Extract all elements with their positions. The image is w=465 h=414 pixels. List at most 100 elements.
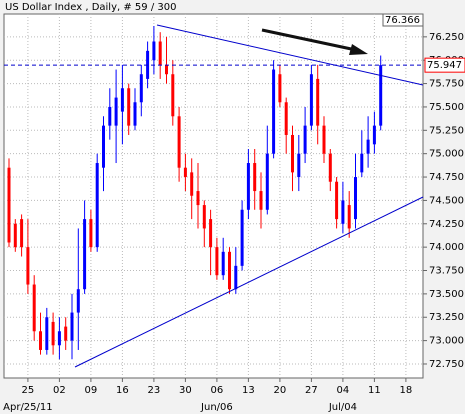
candle-body	[328, 153, 332, 182]
candle-body	[228, 251, 231, 290]
y-tick-label: 73.250	[429, 312, 464, 323]
y-tick-label: 75.500	[429, 102, 464, 113]
x-tick-label: 02	[53, 385, 66, 396]
candle-body	[335, 181, 339, 220]
x-tick-label: 25	[22, 385, 35, 396]
candle-body	[196, 191, 200, 206]
last-price-label: 75.947	[427, 60, 462, 71]
candle-body	[89, 219, 93, 248]
candle-body	[265, 153, 269, 210]
trend-line	[74, 196, 424, 368]
candle-body	[177, 116, 181, 168]
candle-body	[13, 223, 17, 248]
layer: 72.750 73.000 73.250 73.500 73.750 74.000 74.2…	[3, 14, 464, 413]
candle-body	[32, 284, 36, 332]
candle-body	[372, 125, 376, 145]
candle-body	[165, 64, 168, 75]
candle-body	[303, 125, 307, 154]
ylim-box	[382, 13, 424, 27]
trend-line	[156, 24, 424, 86]
candle-body	[26, 247, 30, 285]
x-tick-label: 20	[274, 385, 287, 396]
candle-body	[284, 102, 288, 135]
x-tick-label: 27	[305, 385, 318, 396]
x-tick-label: 13	[242, 385, 255, 396]
candle-body	[120, 88, 124, 112]
candle-body	[366, 139, 370, 154]
candle-body	[45, 317, 49, 350]
chart-title: US Dollar Index , Daily, # 59 / 300	[5, 2, 176, 13]
candle-body	[39, 331, 42, 350]
candle-body	[297, 153, 301, 178]
candle-body	[322, 125, 326, 154]
candle-body	[202, 205, 206, 229]
x-sublabel: Jun/06	[200, 402, 233, 413]
candle-body	[316, 78, 320, 126]
y-tick-label: 73.750	[429, 266, 464, 277]
candle-body	[139, 74, 143, 103]
y-tick-label: 75.250	[429, 125, 464, 136]
y-tick-label: 74.250	[429, 219, 464, 230]
candle-body	[278, 74, 282, 103]
candle-body	[183, 167, 187, 178]
candle-body	[83, 219, 87, 290]
y-tick-label: 76.250	[429, 32, 464, 43]
y-tick-label: 73.000	[429, 336, 464, 347]
candle-body	[309, 74, 313, 126]
candle-body	[253, 163, 257, 192]
arrow-head	[349, 44, 368, 55]
candle-body	[127, 88, 131, 126]
arrow	[261, 28, 357, 52]
candle-body	[108, 106, 112, 126]
candle-body	[240, 209, 244, 266]
candle-body	[152, 41, 156, 61]
plot-area	[3, 13, 424, 379]
candle-body	[57, 331, 61, 346]
candle-body	[354, 177, 357, 220]
candle-body	[102, 125, 105, 168]
y-tick-label: 74.500	[429, 195, 464, 206]
x-tick-label: 04	[337, 385, 350, 396]
candle-body	[291, 134, 294, 173]
x-tick-label: 09	[85, 385, 98, 396]
candle-body	[272, 69, 276, 154]
candle-body	[64, 326, 68, 341]
ylim-top-label: 76.366	[385, 15, 420, 26]
candle-body	[95, 163, 99, 248]
candle-body	[51, 321, 55, 346]
x-tick-label: 30	[179, 385, 192, 396]
candle-body	[114, 97, 118, 126]
candle-body	[171, 74, 175, 117]
y-tick-label: 73.500	[429, 289, 464, 300]
y-tick-label: 75.750	[429, 79, 464, 90]
candle-body	[221, 251, 225, 276]
candle-body	[190, 172, 194, 196]
candle-body	[76, 289, 80, 313]
x-tick-label: 06	[211, 385, 224, 396]
candle-body	[209, 219, 213, 248]
candle-body	[234, 265, 238, 290]
x-sublabel: Jul/04	[328, 402, 357, 413]
y-tick-label: 74.000	[429, 242, 464, 253]
x-tick-label: 16	[116, 385, 129, 396]
candle-body	[70, 312, 74, 341]
candle-body	[133, 102, 137, 126]
last-price-box	[424, 57, 465, 73]
candle-body	[347, 205, 351, 229]
x-tick-label: 11	[368, 385, 381, 396]
x-tick-label: 18	[400, 385, 413, 396]
candle-body	[20, 219, 24, 248]
candle-body	[215, 247, 219, 276]
x-tick-label: 23	[148, 385, 161, 396]
candle-body	[7, 167, 11, 243]
candle-body	[259, 191, 263, 210]
candle-body	[158, 41, 162, 65]
y-tick-label: 75.000	[429, 149, 464, 160]
candle-body	[360, 153, 364, 173]
y-tick-label: 72.750	[429, 359, 464, 370]
candle-body	[379, 65, 383, 126]
x-sublabel: Apr/25/11	[3, 402, 53, 413]
y-tick-label: 74.750	[429, 172, 464, 183]
